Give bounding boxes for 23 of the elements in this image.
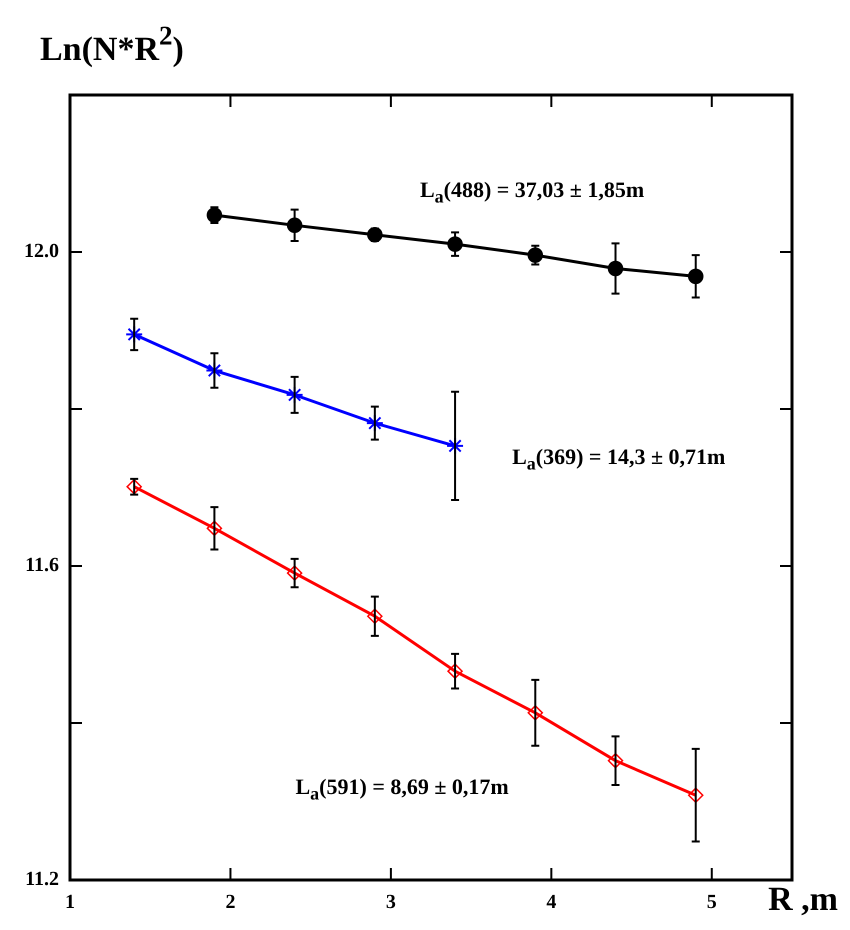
point (125, 325, 144, 344)
point (286, 565, 302, 581)
point (126, 478, 142, 494)
x-tick-label: 4 (546, 891, 556, 914)
point (446, 436, 464, 455)
x-tick-label: 2 (225, 891, 236, 914)
point (366, 414, 384, 432)
point (367, 226, 383, 242)
point (447, 663, 463, 679)
x-tick-label: 1 (65, 891, 75, 914)
point (528, 705, 544, 721)
point (608, 752, 624, 768)
point (367, 608, 383, 624)
point (206, 520, 222, 536)
y-tick-label: 11.2 (25, 868, 59, 890)
y-tick-label: 12.0 (24, 240, 59, 262)
x-tick-label: 5 (706, 891, 717, 914)
point (688, 787, 704, 803)
y-tick-label: 11.6 (25, 554, 59, 576)
x-tick-label: 3 (386, 891, 396, 914)
x-axis-title: R ,m (768, 881, 838, 918)
point (205, 362, 224, 380)
point (286, 386, 304, 404)
